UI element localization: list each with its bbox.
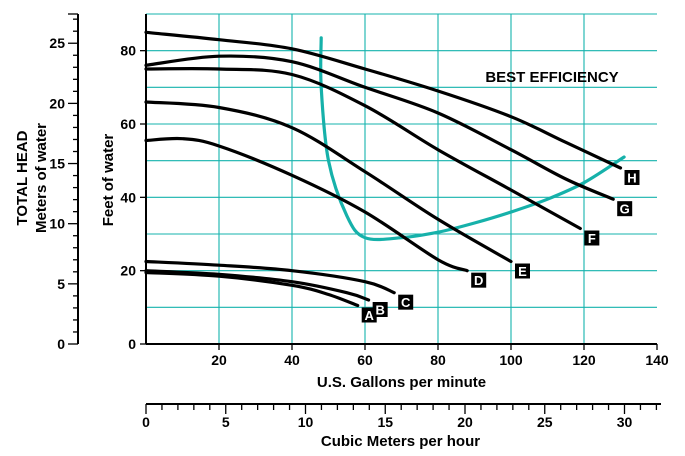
x-axis-title: U.S. Gallons per minute <box>317 374 486 391</box>
meters-tick-label: 15 <box>49 156 65 172</box>
meters-tick-label: 5 <box>57 276 65 292</box>
cubic-meters-tick-label: 0 <box>142 414 150 430</box>
curve-tag-g-box <box>617 201 633 217</box>
curve-tag-c-box <box>398 294 414 310</box>
x-tick-label: 120 <box>572 352 596 368</box>
y-axis-title: Feet of water <box>100 134 117 227</box>
curve-tag-e: E <box>518 264 527 279</box>
curve-tag-f: F <box>588 231 596 246</box>
curve-tag-f-box <box>584 230 600 246</box>
meters-tick-label: 10 <box>49 216 65 232</box>
best-efficiency-annotation: BEST EFFICIENCY <box>485 69 618 86</box>
x-tick-label: 40 <box>284 352 300 368</box>
curve-tag-e-box <box>515 263 530 279</box>
pump-curve-h <box>144 30 623 170</box>
x-tick-label: 60 <box>357 352 373 368</box>
pump-curve-c <box>144 259 396 295</box>
meters-axis-title-line2: Meters of water <box>33 123 50 233</box>
x-tick-label: 20 <box>211 352 227 368</box>
y-tick-label: 40 <box>120 189 136 205</box>
axes-group <box>68 13 661 414</box>
curve-tag-b-box <box>372 302 388 317</box>
curve-tags-group: A B C D E F G H <box>361 170 640 323</box>
cubic-meters-tick-label: 25 <box>537 414 553 430</box>
cubic-meters-tick-label: 15 <box>377 414 393 430</box>
best-efficiency-curve <box>319 36 626 242</box>
pump-curve-f <box>144 67 582 231</box>
pump-curve-b <box>144 269 371 302</box>
cubic-meters-tick-label: 5 <box>222 414 230 430</box>
pump-curve-e <box>144 100 513 264</box>
curve-tag-h: H <box>627 170 636 185</box>
x-tick-label: 100 <box>499 352 523 368</box>
meters-tick-label: 20 <box>49 95 65 111</box>
y-tick-label: 20 <box>120 263 136 279</box>
pump-curve-g <box>144 54 615 201</box>
x-tick-label: 80 <box>430 352 446 368</box>
curve-tag-d: D <box>474 273 483 288</box>
meters-tick-label: 0 <box>57 336 65 352</box>
meters-tick-label: 25 <box>49 35 65 51</box>
pump-curve-a <box>144 270 360 308</box>
curve-tag-g: G <box>620 201 630 216</box>
efficiency-curve-group <box>319 36 626 242</box>
y-tick-label: 0 <box>128 336 136 352</box>
pump-curves-group <box>144 30 623 308</box>
curve-tag-a: A <box>365 308 375 323</box>
x-tick-label: 140 <box>645 352 669 368</box>
meters-axis-title-line1: TOTAL HEAD <box>14 130 31 225</box>
curve-tag-b: B <box>375 302 384 317</box>
curve-tag-d-box <box>471 272 487 288</box>
cubic-meters-tick-label: 20 <box>457 414 473 430</box>
curve-tag-h-box <box>624 170 640 185</box>
y-tick-label: 80 <box>120 43 136 59</box>
cubic-meters-tick-label: 30 <box>617 414 633 430</box>
cubic-meters-tick-label: 10 <box>298 414 314 430</box>
pump-curve-d <box>144 136 469 273</box>
cubic-meters-axis-title: Cubic Meters per hour <box>321 433 480 450</box>
curve-tag-c: C <box>401 295 411 310</box>
y-tick-label: 60 <box>120 116 136 132</box>
